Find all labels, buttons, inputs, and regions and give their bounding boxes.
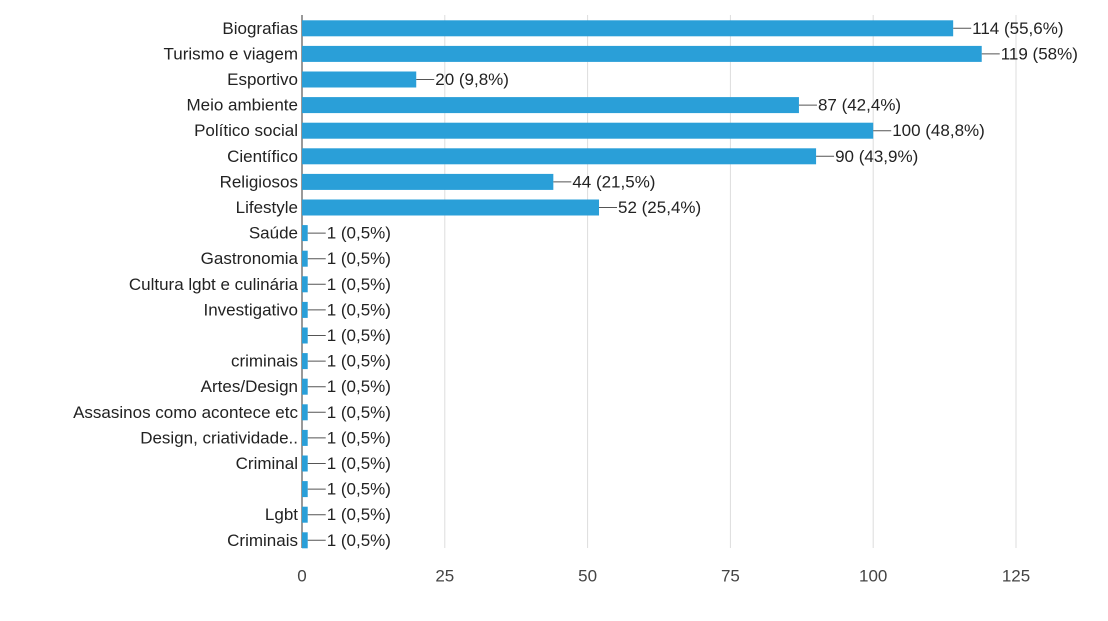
x-tick-label: 75 — [721, 567, 740, 586]
bar — [302, 97, 799, 114]
bar — [302, 20, 954, 37]
bar-row: Político social 100 (48,8%) — [194, 121, 985, 140]
bar — [302, 45, 982, 62]
value-label: 90 (43,9%) — [835, 147, 918, 166]
bar-row: Turismo e viagem 119 (58%) — [164, 44, 1078, 63]
bar-row: Criminais 1 (0,5%) — [227, 531, 391, 550]
value-label: 44 (21,5%) — [572, 172, 655, 191]
value-label: 1 (0,5%) — [327, 377, 391, 396]
value-label: 1 (0,5%) — [327, 326, 391, 345]
bar — [302, 327, 308, 344]
bar-row: Científico 90 (43,9%) — [227, 147, 918, 166]
bar-row: Investigativo 1 (0,5%) — [204, 300, 391, 319]
x-tick-labels: 0 25 50 75 100 125 — [297, 567, 1030, 586]
category-label: Investigativo — [204, 300, 299, 319]
bar — [302, 225, 308, 242]
bar — [302, 481, 308, 498]
bar-row: Design, criatividade.. 1 (0,5%) — [140, 428, 391, 447]
bar-row: Biografias 114 (55,6%) — [222, 19, 1063, 38]
value-label: 1 (0,5%) — [327, 224, 391, 243]
category-label: Criminais — [227, 531, 298, 550]
bar — [302, 199, 600, 216]
bar-row: Artes/Design 1 (0,5%) — [201, 377, 391, 396]
bar — [302, 173, 554, 190]
bar-row: Esportivo 20 (9,8%) — [227, 70, 509, 89]
category-label: Gastronomia — [201, 249, 299, 268]
bar-row: Lgbt 1 (0,5%) — [265, 505, 391, 524]
category-label: criminais — [231, 352, 298, 371]
bar-row: Criminal 1 (0,5%) — [236, 454, 391, 473]
category-label: Criminal — [236, 454, 298, 473]
bar — [302, 148, 817, 165]
bar-row: Gastronomia 1 (0,5%) — [201, 249, 391, 268]
category-label: Artes/Design — [201, 377, 298, 396]
bar-row: 1 (0,5%) — [302, 326, 391, 345]
category-label: Cultura lgbt e culinária — [129, 275, 299, 294]
bar — [302, 404, 308, 421]
x-tick-label: 0 — [297, 567, 306, 586]
x-tick-label: 25 — [435, 567, 454, 586]
value-label: 119 (58%) — [1001, 44, 1078, 63]
bar — [302, 455, 308, 472]
bar-row: criminais 1 (0,5%) — [231, 352, 391, 371]
value-label: 114 (55,6%) — [972, 19, 1063, 38]
value-label: 1 (0,5%) — [327, 505, 391, 524]
bar — [302, 353, 308, 370]
category-label: Lgbt — [265, 505, 298, 524]
grid-lines — [444, 15, 1017, 548]
bar-row: Assasinos como acontece etc 1 (0,5%) — [73, 403, 391, 422]
category-label: Design, criatividade.. — [140, 428, 298, 447]
bar-row: Cultura lgbt e culinária 1 (0,5%) — [129, 275, 391, 294]
category-label: Religiosos — [220, 172, 298, 191]
value-label: 1 (0,5%) — [327, 480, 391, 499]
value-label: 1 (0,5%) — [327, 531, 391, 550]
value-label: 1 (0,5%) — [327, 249, 391, 268]
category-label: Biografias — [222, 19, 298, 38]
category-label: Lifestyle — [236, 198, 298, 217]
bar — [302, 506, 308, 523]
category-label: Assasinos como acontece etc — [73, 403, 298, 422]
value-label: 87 (42,4%) — [818, 96, 901, 115]
x-tick-label: 125 — [1002, 567, 1030, 586]
x-tick-label: 100 — [859, 567, 887, 586]
category-label: Meio ambiente — [186, 96, 298, 115]
value-label: 20 (9,8%) — [435, 70, 509, 89]
category-label: Esportivo — [227, 70, 298, 89]
bar-row: Saúde 1 (0,5%) — [249, 224, 391, 243]
bar — [302, 301, 308, 318]
value-label: 52 (25,4%) — [618, 198, 701, 217]
value-label: 1 (0,5%) — [327, 454, 391, 473]
bar — [302, 71, 417, 88]
value-label: 1 (0,5%) — [327, 403, 391, 422]
bar — [302, 378, 308, 395]
bar-row: Lifestyle 52 (25,4%) — [236, 198, 702, 217]
category-label: Turismo e viagem — [164, 44, 298, 63]
bar — [302, 122, 874, 139]
bar-row: Meio ambiente 87 (42,4%) — [186, 96, 901, 115]
category-label: Científico — [227, 147, 298, 166]
value-label: 1 (0,5%) — [327, 300, 391, 319]
category-label: Político social — [194, 121, 298, 140]
bar — [302, 276, 308, 293]
bar — [302, 532, 308, 549]
bar-row: 1 (0,5%) — [302, 480, 391, 499]
bar — [302, 250, 308, 267]
bar — [302, 429, 308, 446]
x-tick-label: 50 — [578, 567, 597, 586]
category-label: Saúde — [249, 224, 298, 243]
bar-row: Religiosos 44 (21,5%) — [220, 172, 656, 191]
value-label: 1 (0,5%) — [327, 352, 391, 371]
value-label: 100 (48,8%) — [892, 121, 985, 140]
value-label: 1 (0,5%) — [327, 428, 391, 447]
value-label: 1 (0,5%) — [327, 275, 391, 294]
